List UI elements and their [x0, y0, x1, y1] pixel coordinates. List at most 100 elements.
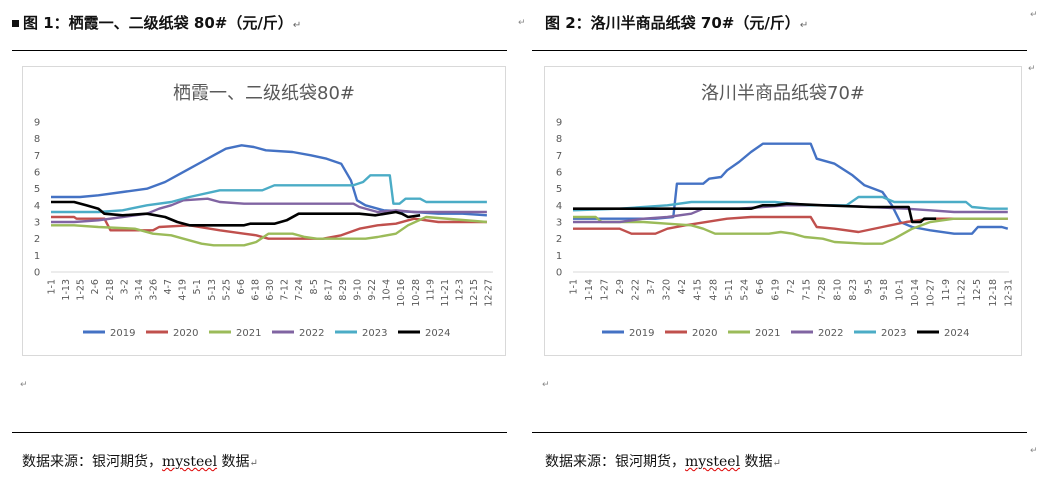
series-line-2019: [573, 142, 1009, 235]
series-line-2020: [573, 215, 1008, 235]
x-tick-label: 8-10: [832, 279, 843, 301]
y-tick-label: 1: [34, 251, 40, 262]
x-tick-label: 1-1: [569, 279, 580, 295]
top-rule-1: [12, 50, 507, 51]
legend-label-2021: 2021: [236, 328, 261, 339]
paragraph-mark-icon: ↵: [799, 20, 809, 31]
x-tick-label: 1-13: [61, 279, 72, 301]
paragraph-mark-icon: ↵: [1030, 10, 1038, 20]
series-line-2019: [51, 144, 487, 217]
paragraph-mark-icon: ↵: [292, 20, 302, 31]
series-line-2023: [572, 195, 1008, 212]
x-tick-label: 11-9: [941, 279, 952, 301]
series-line-2020: [51, 215, 487, 240]
x-tick-label: 9-10: [353, 279, 364, 301]
legend-label-2023: 2023: [881, 328, 906, 339]
bottom-rule-2: [532, 432, 1027, 433]
series-line-2022: [51, 197, 487, 224]
x-tick-label: 4-19: [178, 279, 189, 301]
figure-1-source: 数据来源：银河期货，mysteel 数据↵: [22, 454, 258, 470]
x-tick-label: 6-6: [755, 279, 766, 295]
x-tick-label: 3-7: [646, 279, 657, 295]
bottom-rule-1: [12, 432, 507, 433]
x-tick-label: 6-19: [770, 279, 781, 301]
legend-label-2022: 2022: [818, 328, 843, 339]
y-tick-label: 7: [556, 151, 562, 162]
top-rule-2: [532, 50, 1027, 51]
x-tick-label: 10-28: [411, 279, 422, 307]
bullet-square-icon: [12, 20, 19, 27]
x-tick-label: 1-1: [47, 279, 58, 295]
x-tick-label: 7-15: [801, 279, 812, 301]
x-tick-label: 2-9: [615, 279, 626, 295]
chart-title: 栖霞一、二级纸袋80#: [173, 83, 355, 104]
y-tick-label: 2: [556, 234, 562, 245]
x-tick-label: 12-18: [988, 279, 999, 307]
x-tick-label: 7-12: [280, 279, 291, 301]
y-tick-label: 8: [34, 134, 40, 145]
chart-panel-1: 栖霞一、二级纸袋80# 0 1 2 3 4 5 6 7 8 9 1-1 1-13 1-25 2-6 2-18 3…: [22, 66, 506, 356]
y-tick-label: 1: [556, 251, 562, 262]
y-tick-label: 4: [34, 201, 40, 212]
x-tick-label: 3-14: [134, 279, 145, 301]
legend-label-2019: 2019: [629, 328, 654, 339]
y-tick-label: 6: [556, 168, 562, 179]
series-line-2021: [51, 215, 487, 247]
y-tick-label: 3: [34, 218, 40, 229]
x-tick-label: 2-18: [105, 279, 116, 301]
chart-2-svg: 洛川半商品纸袋70# 0 1 2 3 4 5 6 7 8 9 1-1 1-14 1-27 2-9 2-22 3-…: [556, 83, 1014, 339]
x-tick-label: 10-14: [910, 279, 921, 307]
legend-label-2019: 2019: [110, 328, 135, 339]
x-tick-label: 9-22: [367, 279, 378, 301]
x-tick-label: 6-18: [251, 279, 262, 301]
x-tick-label: 8-17: [323, 279, 334, 301]
y-tick-label: 5: [556, 184, 562, 195]
paragraph-mark-icon: ↵: [1028, 64, 1036, 74]
x-tick-label: 10-1: [895, 279, 906, 301]
paragraph-mark-icon: ↵: [542, 380, 550, 390]
x-tick-label: 12-3: [455, 279, 466, 301]
y-tick-label: 9: [556, 118, 562, 129]
series-line-2023: [51, 174, 487, 214]
x-tick-label: 9-5: [864, 279, 875, 295]
y-tick-label: 0: [556, 268, 562, 279]
x-tick-label: 8-23: [848, 279, 859, 301]
x-tick-label: 4-2: [677, 279, 688, 295]
figure-2-source: 数据来源：银河期货，mysteel 数据↵: [545, 454, 781, 470]
series-line-2024: [573, 202, 937, 224]
series-line-2024: [51, 200, 421, 227]
y-tick-label: 5: [34, 184, 40, 195]
paragraph-mark-icon: ↵: [20, 380, 28, 390]
figure-2-caption: 图 2：洛川半商品纸袋 70#（元/斤）↵: [545, 14, 809, 32]
x-tick-label: 12-15: [469, 279, 480, 307]
y-tick-label: 7: [34, 151, 40, 162]
x-tick-label: 12-31: [1003, 279, 1014, 307]
series-line-2021: [573, 215, 1008, 245]
x-tick-label: 11-21: [440, 279, 451, 307]
legend-label-2024: 2024: [944, 328, 969, 339]
x-tick-label: 1-25: [76, 279, 87, 301]
chart-title: 洛川半商品纸袋70#: [701, 83, 865, 104]
x-tick-label: 2-6: [90, 279, 101, 295]
x-tick-label: 10-27: [926, 279, 937, 307]
y-tick-label: 9: [34, 118, 40, 129]
y-tick-label: 6: [34, 168, 40, 179]
x-tick-label: 5-1: [192, 279, 203, 295]
x-tick-label: 4-7: [163, 279, 174, 295]
legend-label-2023: 2023: [362, 328, 387, 339]
paragraph-mark-icon: ↵: [1030, 446, 1038, 456]
x-tick-label: 6-30: [265, 279, 276, 301]
paragraph-mark-icon: ↵: [518, 18, 526, 28]
x-tick-label: 5-24: [739, 279, 750, 301]
legend-label-2021: 2021: [755, 328, 780, 339]
x-tick-label: 3-2: [119, 279, 130, 295]
legend-label-2020: 2020: [692, 328, 717, 339]
x-tick-label: 9-18: [879, 279, 890, 301]
x-tick-label: 4-28: [708, 279, 719, 301]
x-tick-label: 5-11: [724, 279, 735, 301]
y-tick-label: 0: [34, 268, 40, 279]
x-tick-label: 2-22: [631, 279, 642, 301]
x-tick-label: 5-13: [207, 279, 218, 301]
x-tick-label: 7-24: [294, 279, 305, 301]
